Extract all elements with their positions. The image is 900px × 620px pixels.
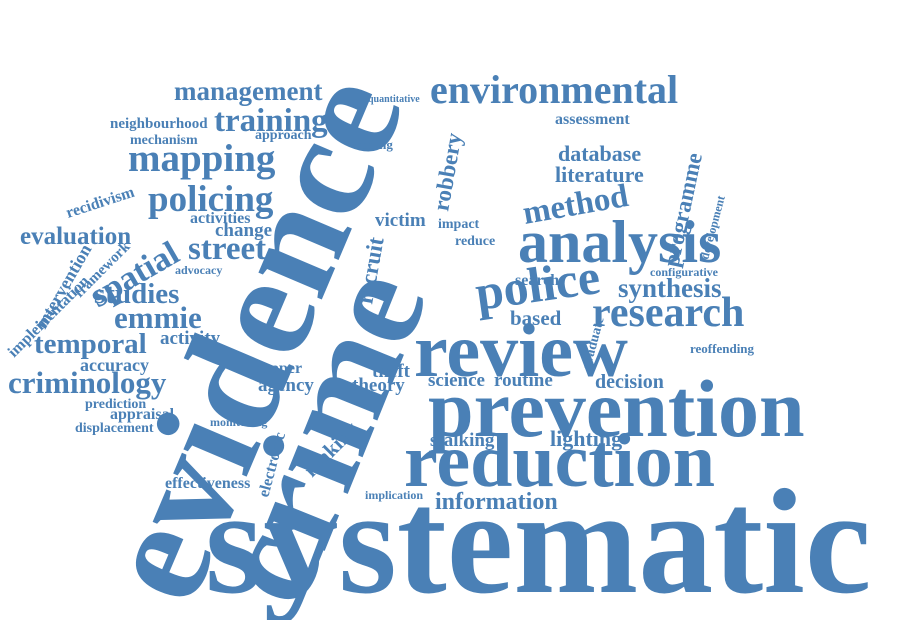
word: agency (258, 375, 314, 396)
word: synthesis (618, 273, 722, 303)
word: activity (160, 328, 221, 349)
word: advocacy (175, 263, 222, 277)
word: street (188, 231, 266, 267)
word: systematic (205, 459, 871, 620)
word: neighbourhood (110, 116, 208, 132)
word: information (435, 489, 558, 515)
word: management (174, 76, 322, 106)
word: theory (352, 375, 405, 396)
word: robbery (428, 130, 466, 212)
word: review (414, 309, 628, 393)
word: studies (94, 278, 179, 310)
word: effectiveness (165, 475, 250, 492)
word: literature (555, 162, 644, 187)
word: recidivism (64, 184, 137, 222)
word: emmie (114, 300, 202, 335)
word: criminology (8, 365, 167, 400)
word: victim (375, 210, 426, 231)
word: analysis (518, 209, 721, 275)
word: stalking (430, 430, 495, 451)
word: reoffending (690, 341, 755, 356)
word: lighting (550, 426, 622, 451)
word: assessment (555, 111, 630, 128)
word: research (592, 290, 744, 336)
word: prediction (85, 397, 146, 412)
word: implication (365, 488, 423, 502)
word: evaluation (20, 223, 131, 250)
word: reduce (455, 234, 495, 249)
word: quantitative (368, 94, 420, 105)
word: decision (595, 371, 664, 393)
word: mapping (128, 137, 276, 180)
word: search (515, 272, 559, 289)
word: environmental (430, 67, 678, 112)
word: temporal (34, 328, 147, 360)
word: copper (255, 360, 302, 377)
word: mechanism (130, 133, 198, 148)
word: accuracy (80, 355, 149, 375)
word: activities (190, 210, 250, 227)
word: prevention (428, 363, 805, 454)
word: based (510, 306, 562, 330)
word: science (428, 370, 485, 391)
word: routine (494, 370, 553, 391)
word: monitoring (210, 415, 267, 429)
word: policing (148, 179, 274, 220)
word: change (215, 220, 272, 241)
word: displacement (75, 421, 154, 436)
word: approach (255, 128, 312, 143)
word: database (558, 141, 641, 166)
word: impact (438, 217, 480, 232)
word: theft (372, 361, 411, 382)
word: configurative (650, 265, 719, 279)
word: reduction (404, 419, 715, 503)
word: appraisal (110, 406, 175, 423)
word: coding (356, 137, 393, 152)
word: training (214, 103, 328, 139)
